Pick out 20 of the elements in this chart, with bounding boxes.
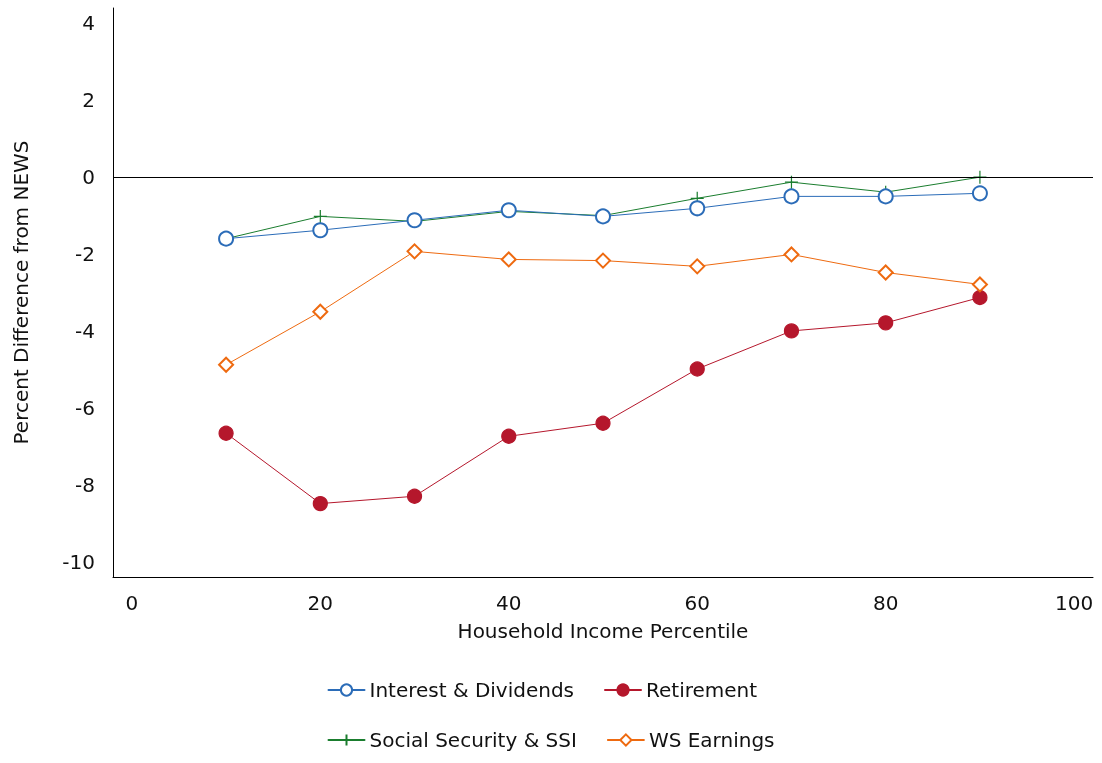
y-tick-label: -2 (75, 242, 95, 267)
y-tick-label: -8 (75, 472, 95, 497)
y-tick-label: -10 (62, 549, 95, 574)
y-axis-title: Percent Difference from NEWS (9, 140, 33, 445)
x-tick-label: 80 (872, 591, 899, 615)
y-tick-label: 0 (82, 165, 95, 190)
legend-label: Social Security & SSI (369, 728, 577, 752)
x-axis-title: Household Income Percentile (457, 619, 749, 643)
legend-label: WS Earnings (648, 728, 775, 752)
x-tick-label: 40 (496, 591, 522, 615)
y-tick-label: -4 (75, 318, 95, 343)
x-tick-label: 20 (307, 591, 334, 615)
y-tick-label: 4 (82, 11, 95, 36)
x-tick-label: 60 (684, 591, 710, 615)
y-tick-label: 2 (82, 88, 95, 113)
legend-label: Retirement (646, 678, 758, 702)
x-tick-label: 100 (1055, 591, 1094, 615)
legend-label: Interest & Dividends (369, 678, 575, 702)
y-tick-label: -6 (75, 395, 95, 420)
x-tick-label: 0 (125, 591, 139, 615)
